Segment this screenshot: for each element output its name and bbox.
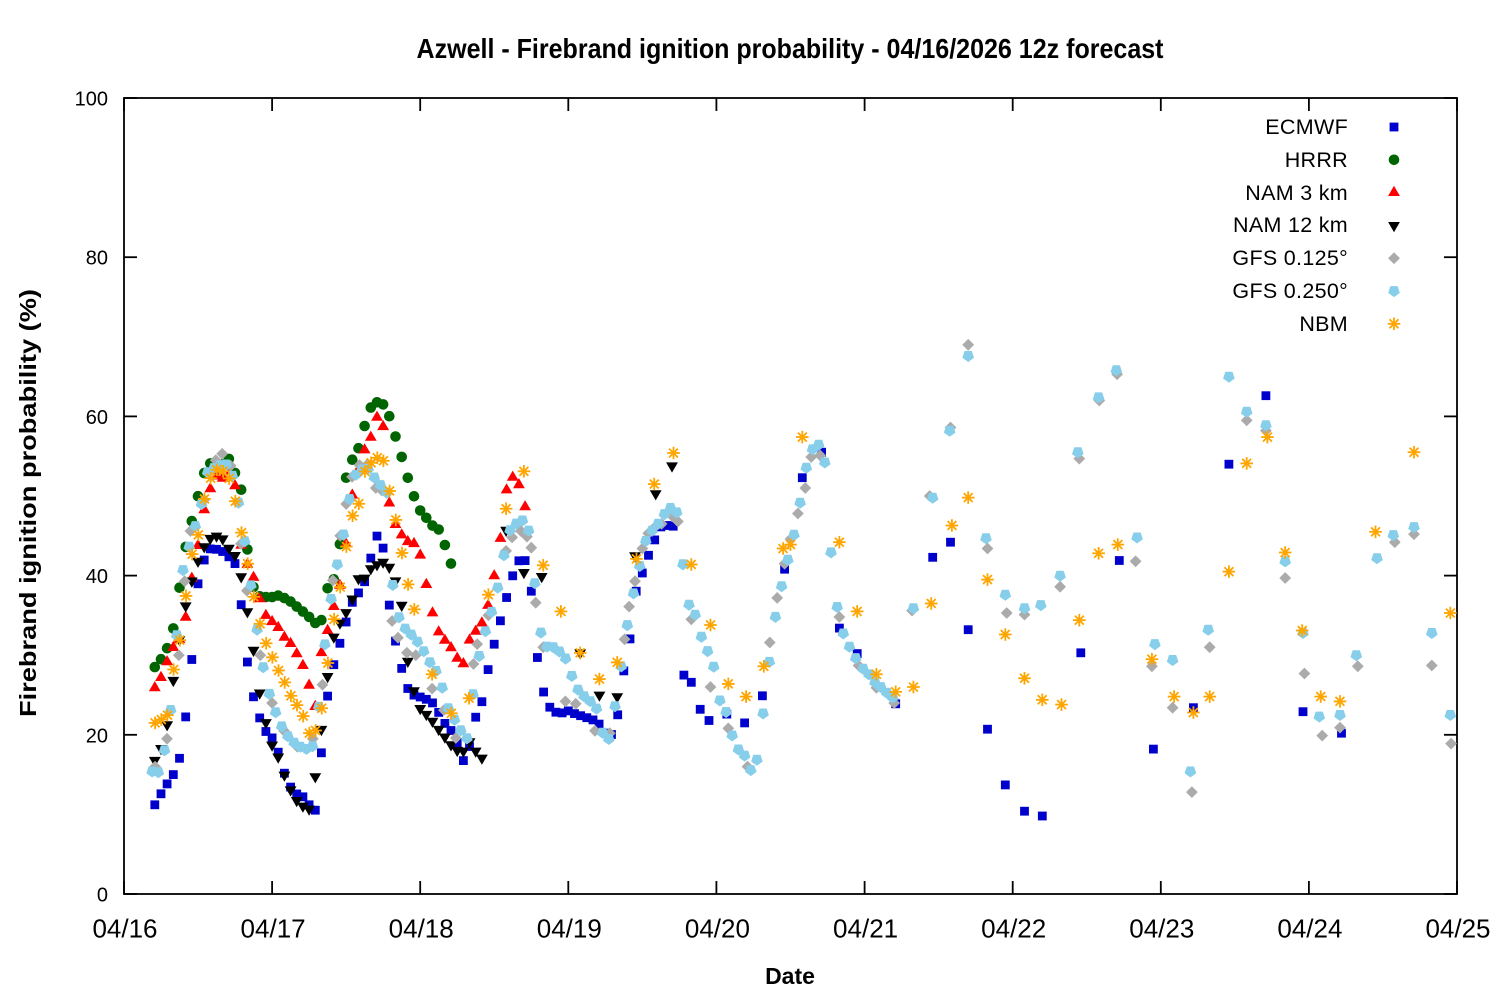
svg-text:GFS 0.250°: GFS 0.250° <box>1232 279 1348 303</box>
svg-text:04/17: 04/17 <box>241 914 306 944</box>
svg-text:100: 100 <box>75 89 108 111</box>
svg-text:NAM 3 km: NAM 3 km <box>1245 181 1348 205</box>
svg-text:Azwell - Firebrand ignition pr: Azwell - Firebrand ignition probability … <box>417 33 1164 64</box>
svg-text:Firebrand ignition probability: Firebrand ignition probability (%) <box>15 289 41 717</box>
svg-text:20: 20 <box>86 725 108 747</box>
svg-text:04/16: 04/16 <box>92 914 157 944</box>
svg-text:Date: Date <box>765 963 815 989</box>
svg-text:GFS 0.125°: GFS 0.125° <box>1232 246 1348 270</box>
svg-text:04/18: 04/18 <box>389 914 454 944</box>
svg-text:04/19: 04/19 <box>537 914 602 944</box>
svg-text:04/25: 04/25 <box>1425 914 1490 944</box>
svg-text:04/23: 04/23 <box>1129 914 1194 944</box>
svg-text:0: 0 <box>97 885 108 907</box>
svg-text:NAM 12 km: NAM 12 km <box>1233 213 1348 237</box>
svg-text:NBM: NBM <box>1299 312 1348 336</box>
svg-text:04/24: 04/24 <box>1277 914 1342 944</box>
svg-text:80: 80 <box>86 248 108 270</box>
svg-text:ECMWF: ECMWF <box>1265 115 1348 139</box>
svg-text:HRRR: HRRR <box>1285 148 1348 172</box>
svg-text:40: 40 <box>86 566 108 588</box>
svg-text:04/22: 04/22 <box>981 914 1046 944</box>
svg-text:04/20: 04/20 <box>685 914 750 944</box>
svg-text:60: 60 <box>86 407 108 429</box>
svg-text:04/21: 04/21 <box>833 914 898 944</box>
